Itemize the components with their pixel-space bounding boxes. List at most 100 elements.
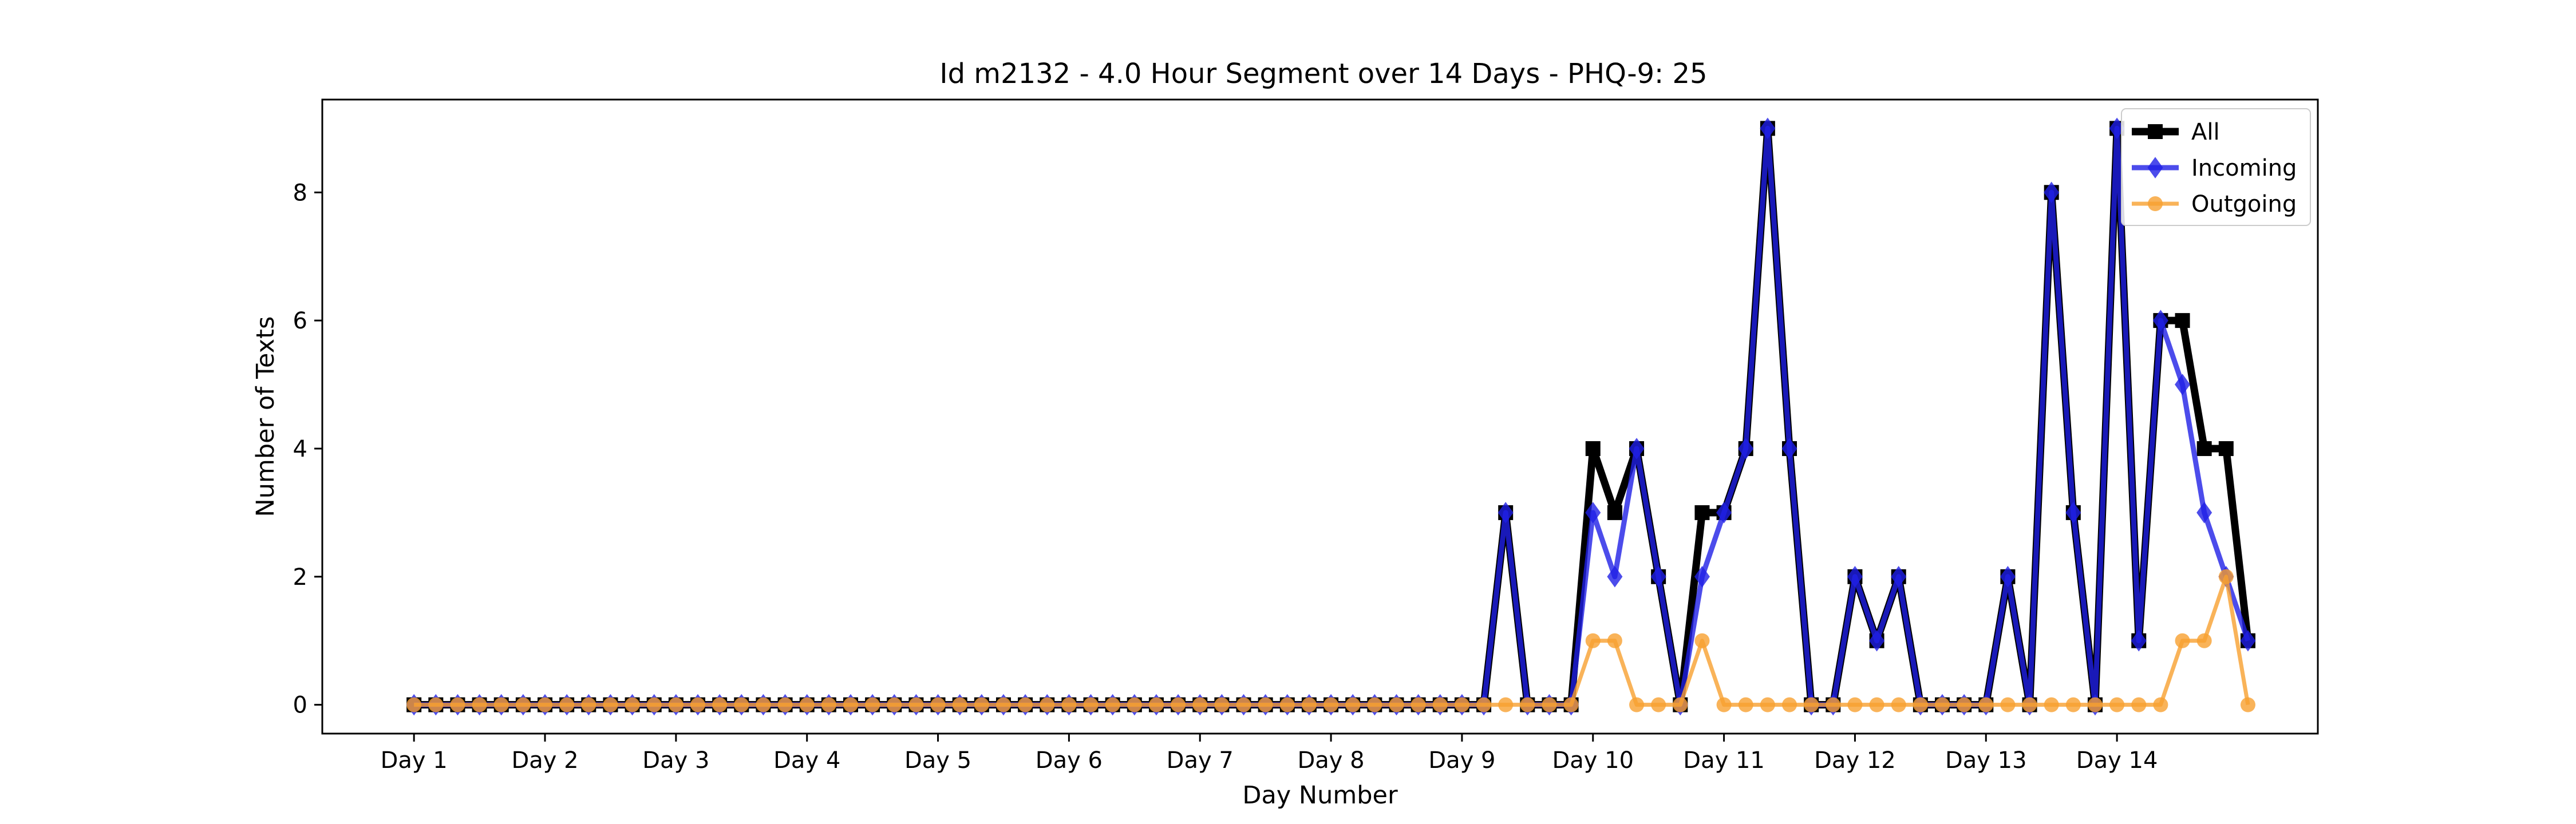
y-tick-label: 2	[293, 564, 307, 591]
data-point	[1214, 697, 1230, 712]
data-point	[2175, 633, 2190, 648]
data-point	[1891, 697, 1906, 712]
data-point	[668, 697, 683, 712]
data-point	[734, 697, 749, 712]
data-point	[2044, 697, 2059, 712]
x-tick-label: Day 4	[773, 747, 840, 774]
x-tick-label: Day 8	[1297, 747, 1364, 774]
data-point	[1236, 697, 1251, 712]
x-tick-label: Day 7	[1167, 747, 1234, 774]
data-point	[1454, 697, 1469, 712]
data-point	[493, 697, 509, 712]
data-point	[1781, 438, 1797, 459]
legend-item: Incoming	[2132, 155, 2297, 181]
data-point	[1585, 502, 1601, 524]
legend-label: Outgoing	[2191, 191, 2297, 217]
data-point	[428, 697, 444, 712]
data-point	[2196, 441, 2212, 456]
x-tick-label: Day 12	[1814, 747, 1896, 774]
data-point	[1978, 697, 1994, 712]
data-point	[2109, 117, 2125, 140]
data-point	[1127, 697, 1142, 712]
data-point	[1061, 697, 1077, 712]
data-point	[603, 697, 618, 712]
data-point	[450, 697, 465, 712]
data-point	[1826, 697, 1841, 712]
legend-marker	[2147, 157, 2163, 179]
data-point	[1738, 438, 1754, 459]
data-point	[1498, 502, 1514, 524]
data-point	[2131, 697, 2147, 712]
data-point	[1520, 697, 1535, 712]
data-point	[2000, 566, 2016, 588]
data-point	[1673, 697, 1688, 712]
y-tick-label: 4	[293, 436, 307, 462]
series-outgoing	[406, 569, 2255, 712]
legend: All Incoming Outgoing	[2121, 108, 2311, 226]
data-point	[1629, 697, 1645, 712]
data-point	[821, 697, 836, 712]
data-point	[1716, 502, 1732, 524]
data-point	[625, 697, 640, 712]
data-point	[1563, 697, 1579, 712]
chart-title: Id m2132 - 4.0 Hour Segment over 14 Days…	[939, 58, 1707, 90]
y-tick-label: 0	[293, 692, 307, 719]
data-point	[2153, 697, 2168, 712]
data-point	[1694, 566, 1710, 588]
data-point	[1323, 697, 1339, 712]
data-point	[2196, 502, 2212, 524]
data-point	[1040, 697, 1055, 712]
data-point	[1716, 697, 1732, 712]
data-point	[2175, 313, 2190, 328]
data-point	[1192, 697, 1208, 712]
data-point	[1629, 438, 1645, 459]
data-point	[995, 697, 1011, 712]
x-tick-label: Day 11	[1683, 747, 1765, 774]
data-point	[756, 697, 771, 712]
data-point	[1585, 441, 1601, 456]
x-axis: Day 1 Day 2 Day 3 Day 4 Day 5 Day 6 Day 7 Day 8…	[381, 734, 2158, 774]
data-point	[2065, 697, 2081, 712]
y-axis: 0 2 4 6 8	[293, 180, 322, 719]
data-point	[2131, 629, 2147, 652]
data-point	[1432, 697, 1448, 712]
data-point	[2240, 697, 2255, 712]
data-point	[712, 697, 728, 712]
x-tick-label: Day 3	[642, 747, 709, 774]
data-point	[690, 697, 706, 712]
data-point	[2022, 697, 2037, 712]
data-point	[559, 697, 575, 712]
data-point	[1957, 697, 1972, 712]
data-point	[1782, 697, 1797, 712]
data-point	[2065, 502, 2081, 524]
data-point	[1760, 117, 1776, 140]
data-point	[1301, 697, 1317, 712]
data-point	[1891, 566, 1907, 588]
x-tick-label: Day 13	[1945, 747, 2027, 774]
data-point	[2152, 310, 2168, 331]
data-point	[1345, 697, 1361, 712]
data-point	[1694, 505, 1710, 520]
data-point	[2196, 633, 2212, 648]
data-point	[1389, 697, 1404, 712]
series-layer	[406, 117, 2256, 716]
plot-area	[321, 98, 2319, 735]
legend-item: Outgoing	[2132, 191, 2297, 217]
data-point	[1607, 633, 1622, 648]
data-point	[1171, 697, 1186, 712]
data-point	[515, 697, 531, 712]
data-point	[1498, 697, 1514, 712]
data-point	[1018, 697, 1033, 712]
data-point	[1804, 697, 1819, 712]
x-tick-label: Day 2	[511, 747, 578, 774]
data-point	[1869, 697, 1884, 712]
data-point	[1607, 505, 1622, 520]
data-point	[887, 697, 902, 712]
data-point	[1476, 697, 1492, 712]
data-point	[2218, 441, 2234, 456]
data-point	[472, 697, 487, 712]
data-point	[1934, 697, 1950, 712]
x-tick-label: Day 14	[2076, 747, 2158, 774]
data-point	[2218, 569, 2234, 584]
data-point	[843, 697, 858, 712]
